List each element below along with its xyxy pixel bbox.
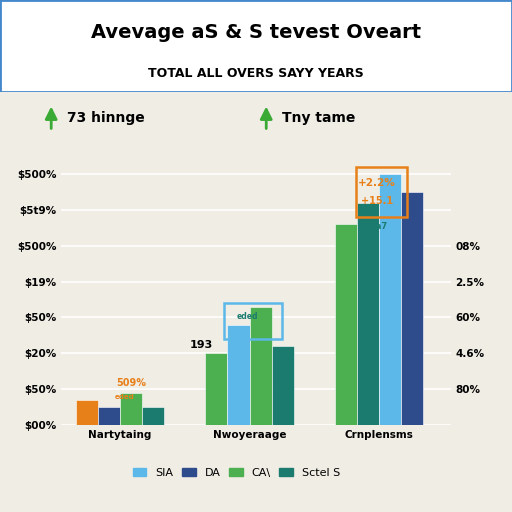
Bar [335, 224, 357, 425]
Text: TOTAL ALL OVERS SAYY YEARS: TOTAL ALL OVERS SAYY YEARS [148, 67, 364, 80]
Text: Avevage aS & S tevest Oveart: Avevage aS & S tevest Oveart [91, 23, 421, 42]
Bar [142, 407, 164, 425]
Bar [205, 353, 227, 425]
Legend: SIA, DA, CA\, Sctel S: SIA, DA, CA\, Sctel S [129, 463, 345, 482]
Text: 509%: 509% [116, 378, 146, 389]
Text: Tny tame: Tny tame [282, 111, 355, 124]
Bar [227, 325, 249, 425]
Bar [98, 407, 120, 425]
Bar [357, 203, 379, 425]
Bar [401, 192, 423, 425]
Text: 73 hinnge: 73 hinnge [67, 111, 144, 124]
Text: eded: eded [115, 394, 134, 400]
Text: eded: eded [237, 312, 258, 321]
Bar [76, 400, 98, 425]
Bar [271, 346, 293, 425]
Bar [249, 307, 271, 425]
Text: +2.2%: +2.2% [358, 178, 396, 188]
Bar [120, 393, 142, 425]
Text: 193: 193 [189, 340, 212, 350]
Text: 8ca7: 8ca7 [366, 222, 388, 231]
Bar [379, 174, 401, 425]
Text: +15.1: +15.1 [361, 196, 393, 206]
